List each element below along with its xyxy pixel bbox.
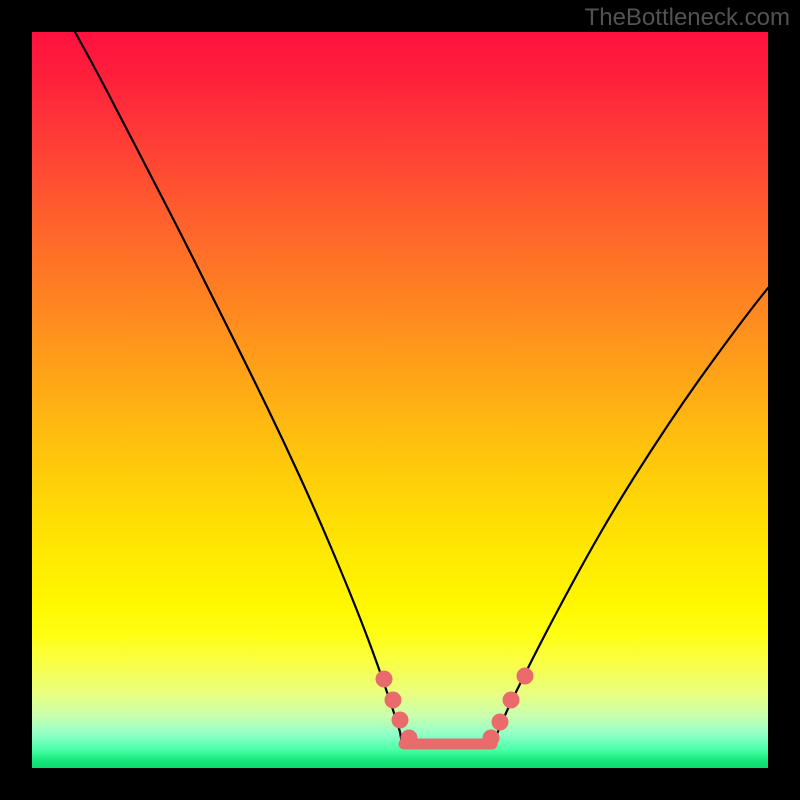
watermark-text: TheBottleneck.com [585,4,790,32]
accent-dot [392,712,409,729]
chart-container: TheBottleneck.com [0,0,800,800]
accent-dot [483,730,500,747]
gradient-background [32,32,768,768]
accent-dot [492,714,509,731]
accent-dot [517,668,534,685]
plot-area [32,32,768,768]
accent-dot [401,730,418,747]
accent-dot [503,692,520,709]
accent-dot [385,692,402,709]
accent-dot [376,671,393,688]
plot-svg [32,32,768,768]
